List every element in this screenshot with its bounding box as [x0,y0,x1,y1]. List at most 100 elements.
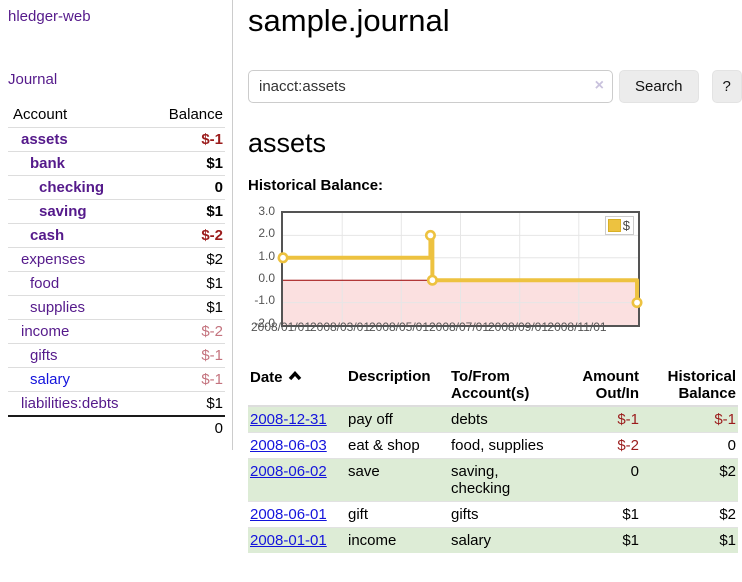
account-row: checking 0 [8,175,225,200]
account-balance: $-2 [148,223,225,248]
y-tick: 0.0 [258,271,275,285]
transaction-accounts: debts [449,405,553,433]
transaction-date-link[interactable]: 2008-06-03 [250,437,327,454]
chart-plot-area: $ [277,211,643,327]
data-point-markers [277,229,643,309]
help-button[interactable]: ? [711,70,742,103]
account-heading: assets [248,128,327,158]
transaction-balance: $2 [641,458,738,502]
y-tick: 3.0 [258,204,275,218]
transaction-date-link[interactable]: 2008-12-31 [250,411,327,428]
transaction-balance: $-1 [641,405,738,433]
chart-title: Historical Balance: [248,177,384,194]
account-link-salary[interactable]: salary [30,371,71,388]
transaction-amount: $-2 [553,432,641,459]
y-tick: 1.0 [258,249,275,263]
account-row: food $1 [8,271,225,296]
account-row: salary $-1 [8,367,225,392]
accounts-header-balance: Balance [168,106,223,123]
transaction-date-link[interactable]: 2008-06-02 [250,463,327,480]
account-link-liabilities-debts[interactable]: liabilities:debts [21,395,119,412]
accounts-total-row: 0 [8,415,225,440]
account-link-food[interactable]: food [30,275,60,292]
account-link-bank[interactable]: bank [30,155,66,172]
account-link-income[interactable]: income [21,323,70,340]
sidebar: hledger-web Journal Account Balance asse… [0,0,233,450]
transaction-date-link[interactable]: 2008-01-01 [250,532,327,549]
sidebar-item-journal[interactable]: Journal [8,71,58,88]
sort-ascending-icon [288,368,302,385]
main-content: sample.journal × Search ? assets Histori… [233,0,742,553]
account-link-supplies[interactable]: supplies [30,299,86,316]
account-balance: $1 [148,295,225,320]
account-row: gifts $-1 [8,343,225,368]
transaction-description: save [346,458,449,502]
account-link-gifts[interactable]: gifts [30,347,58,364]
y-tick: 2.0 [258,226,275,240]
historical-balance-chart: 3.0 2.0 1.0 0.0 -1.0 -2.0 [248,201,742,346]
account-row: liabilities:debts $1 [8,391,225,416]
x-tick: 2008/07/01 [428,320,490,334]
transaction-accounts: gifts [449,501,553,528]
transaction-accounts: saving, checking [449,458,553,502]
register-header-date[interactable]: Date [248,365,346,407]
accounts-table: Account Balance assets $-1 bank $1 check… [8,103,225,440]
transaction-balance: $1 [641,527,738,553]
transaction-balance: $2 [641,501,738,528]
clear-search-icon[interactable]: × [594,77,604,94]
account-balance: $-2 [148,319,225,344]
brand-link[interactable]: hledger-web [8,8,91,25]
hledger-web-app: hledger-web Journal Account Balance asse… [0,0,742,553]
account-row: cash $-2 [8,223,225,248]
register-header-amount: Amount Out/In [553,365,641,407]
legend-label: $ [622,218,630,233]
x-tick: 2008/11/01 [547,320,607,334]
account-balance: $-1 [148,343,225,368]
account-balance: $1 [148,199,225,224]
account-link-cash[interactable]: cash [30,227,65,244]
register-header-balance: Historical Balance [641,365,738,407]
register-table: Date Description To/From Account(s) Amou… [248,365,738,553]
chart-canvas [277,213,643,325]
transaction-amount: 0 [553,458,641,502]
x-tick: 2008/09/01 [487,320,549,334]
account-balance: $1 [148,151,225,176]
transaction-description: income [346,527,449,553]
chart-legend: $ [604,216,634,235]
register-row: 2008-12-31 pay off debts $-1 $-1 [248,405,738,433]
account-balance: $-1 [148,127,225,152]
transaction-accounts: salary [449,527,553,553]
x-tick: 2008/05/01 [368,320,430,334]
transaction-description: pay off [346,405,449,433]
account-link-assets[interactable]: assets [21,131,68,148]
account-balance: $1 [148,391,225,416]
register-header-account: To/From Account(s) [449,365,553,407]
register-row: 2008-06-02 save saving, checking 0 $2 [248,458,738,502]
account-balance: $-1 [148,367,225,392]
account-link-saving[interactable]: saving [39,203,87,220]
transaction-date-link[interactable]: 2008-06-01 [250,506,327,523]
accounts-header-account: Account [13,106,68,123]
account-balance: $2 [148,247,225,272]
page-title: sample.journal [248,3,450,38]
search-bar: × Search ? [248,70,742,103]
register-row: 2008-06-01 gift gifts $1 $2 [248,501,738,528]
accounts-total-balance: 0 [148,415,225,440]
search-input[interactable] [248,70,613,103]
grid-lines [283,213,638,325]
register-row: 2008-06-03 eat & shop food, supplies $-2… [248,432,738,459]
search-button[interactable]: Search [619,70,699,103]
transaction-description: eat & shop [346,432,449,459]
transaction-accounts: food, supplies [449,432,553,459]
y-tick: -1.0 [254,293,275,307]
y-tick: -2.0 [254,316,275,330]
transaction-amount: $-1 [553,405,641,433]
account-row: saving $1 [8,199,225,224]
register-header-description: Description [346,365,449,407]
account-row: supplies $1 [8,295,225,320]
account-link-expenses[interactable]: expenses [21,251,86,268]
account-link-checking[interactable]: checking [39,179,105,196]
account-row: bank $1 [8,151,225,176]
account-row: income $-2 [8,319,225,344]
register-row: 2008-01-01 income salary $1 $1 [248,527,738,553]
